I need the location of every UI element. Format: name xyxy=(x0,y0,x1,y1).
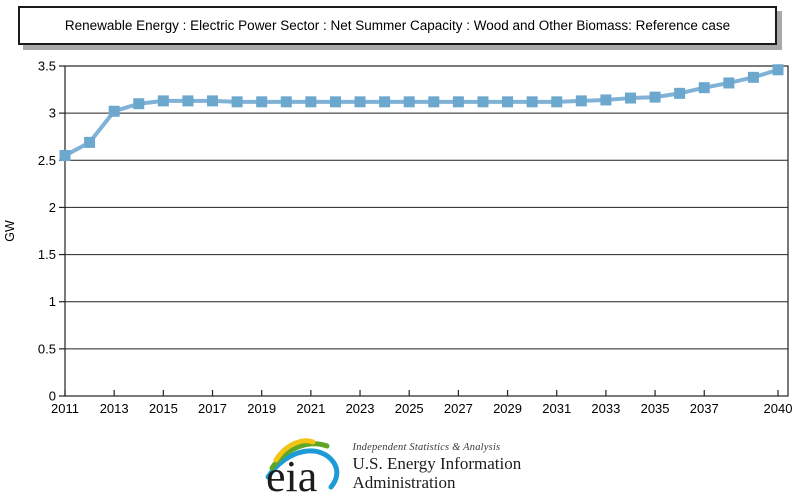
data-point-marker xyxy=(108,105,120,117)
x-tick-label: 2033 xyxy=(591,401,620,416)
data-point-marker xyxy=(379,96,391,108)
line-chart-svg: 0 0.5 1 1.5 2 2.5 3 3.5 2011 2013 2015 2017 2019 2021… xyxy=(3,59,793,417)
data-point-marker xyxy=(329,96,341,108)
x-tick-label: 2040 xyxy=(764,401,793,416)
data-point-marker xyxy=(649,91,661,103)
data-point-marker xyxy=(551,96,563,108)
line-chart: 0 0.5 1 1.5 2 2.5 3 3.5 2011 2013 2015 2017 2019 2021… xyxy=(0,46,800,431)
data-point-marker xyxy=(575,95,587,107)
x-tick-label: 2037 xyxy=(690,401,719,416)
y-tick-label: 3.5 xyxy=(38,59,56,74)
data-point-marker xyxy=(772,64,784,76)
y-tick-label: 2.5 xyxy=(38,153,56,168)
x-tick-label: 2015 xyxy=(149,401,178,416)
data-point-marker xyxy=(624,92,636,104)
y-tick-label: 2 xyxy=(49,200,56,215)
footer-tagline: Independent Statistics & Analysis xyxy=(352,442,501,453)
data-point-marker xyxy=(403,96,415,108)
data-point-marker xyxy=(698,82,710,94)
y-tick-label: 0 xyxy=(49,389,56,404)
y-tick-label: 3 xyxy=(49,106,56,121)
data-point-marker xyxy=(477,96,489,108)
logo-arc-yellow xyxy=(273,438,315,463)
data-point-marker xyxy=(231,96,243,108)
data-point-marker xyxy=(674,87,686,99)
data-point-marker xyxy=(452,96,464,108)
y-tick-label: 1.5 xyxy=(38,247,56,262)
data-point-marker xyxy=(428,96,440,108)
eia-logo-icon: eia xyxy=(265,438,339,495)
footer-text: Independent Statistics & Analysis U.S. E… xyxy=(353,433,538,492)
data-point-marker xyxy=(305,96,317,108)
x-tick-label: 2021 xyxy=(296,401,325,416)
data-point-marker xyxy=(133,98,145,110)
data-point-marker xyxy=(502,96,514,108)
eia-footer: eia Independent Statistics & Analysis U.… xyxy=(0,433,800,497)
data-point-marker xyxy=(182,95,194,107)
y-tick-label: 0.5 xyxy=(38,341,56,356)
data-point-marker xyxy=(84,136,96,148)
data-point-marker xyxy=(59,150,71,162)
x-tick-label: 2017 xyxy=(198,401,227,416)
x-tick-label: 2027 xyxy=(444,401,473,416)
y-axis-label: GW xyxy=(3,220,17,242)
y-tick-label: 1 xyxy=(49,294,56,309)
data-point-marker xyxy=(157,95,169,107)
data-point-marker xyxy=(600,94,612,106)
plot-frame xyxy=(64,65,789,397)
data-point-marker xyxy=(207,95,219,107)
x-tick-label: 2029 xyxy=(493,401,522,416)
x-tick-label: 2035 xyxy=(641,401,670,416)
data-point-marker xyxy=(256,96,268,108)
chart-title: Renewable Energy : Electric Power Sector… xyxy=(64,18,731,33)
data-point-marker xyxy=(280,96,292,108)
logo-arc-blue xyxy=(265,448,339,490)
data-point-marker xyxy=(526,96,538,108)
x-tick-label: 2025 xyxy=(395,401,424,416)
x-tick-label: 2019 xyxy=(247,401,276,416)
x-tick-label: 2031 xyxy=(542,401,571,416)
data-point-marker xyxy=(747,71,759,83)
data-point-marker xyxy=(723,77,735,89)
footer-org-name: U.S. Energy Information Administration xyxy=(352,454,522,493)
x-tick-label: 2011 xyxy=(51,401,79,416)
data-point-marker xyxy=(354,96,366,108)
x-tick-label: 2023 xyxy=(346,401,375,416)
chart-title-box: Renewable Energy : Electric Power Sector… xyxy=(18,6,777,45)
logo-wordmark: eia xyxy=(266,452,317,495)
x-tick-label: 2013 xyxy=(100,401,129,416)
